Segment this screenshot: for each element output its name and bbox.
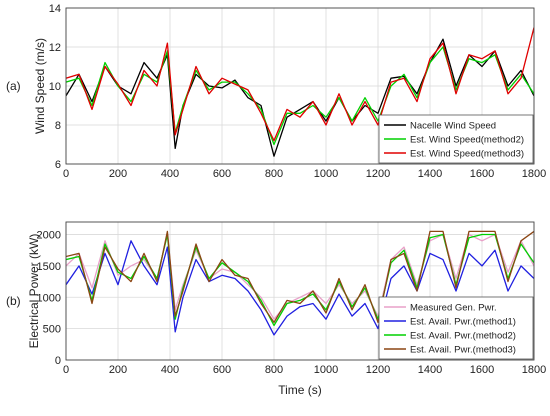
x-tick-label: 600 xyxy=(213,168,231,180)
x-tick-label: 1600 xyxy=(470,364,494,376)
x-tick-label: 1200 xyxy=(366,168,390,180)
y-tick-label: 500 xyxy=(43,324,61,336)
y-axis-label: Electrical Power (kW) xyxy=(27,234,41,349)
series-line-2 xyxy=(66,240,534,336)
legend-entry-label: Est. Avail. Pwr.(method1) xyxy=(410,317,516,328)
x-tick-label: 800 xyxy=(265,168,283,180)
x-tick-label: 1600 xyxy=(470,168,494,180)
legend: Measured Gen. Pwr. Est. Avail. Pwr.(metho… xyxy=(378,296,534,360)
y-axis-label: Wind Speed (m/s) xyxy=(33,38,47,134)
panel-a-label: (a) xyxy=(6,79,21,93)
panel-b-label: (b) xyxy=(6,294,21,308)
x-tick-label: 200 xyxy=(109,364,127,376)
y-tick-label: 8 xyxy=(55,120,61,132)
x-axis-label: Time (s) xyxy=(278,383,322,397)
x-tick-label: 0 xyxy=(63,168,69,180)
x-tick-label: 600 xyxy=(213,364,231,376)
x-tick-label: 1400 xyxy=(418,364,442,376)
series-line-1 xyxy=(66,233,534,320)
series-line-4 xyxy=(66,230,534,324)
x-tick-label: 1200 xyxy=(366,364,390,376)
y-tick-label: 0 xyxy=(55,355,61,367)
axes-frame xyxy=(65,7,535,165)
y-tick-label: 1500 xyxy=(37,261,61,273)
x-tick-label: 800 xyxy=(265,364,283,376)
x-tick-label: 1000 xyxy=(314,364,338,376)
x-tick-label: 0 xyxy=(63,364,69,376)
chart-wind-speed: 0 200 400 600 800 1000 1200 1400 1600 1800 6 8 10 12 1… xyxy=(33,3,546,180)
x-tick-label: 1800 xyxy=(522,168,546,180)
legend-entry-label: Measured Gen. Pwr. xyxy=(410,303,497,314)
x-tick-label: 1000 xyxy=(314,168,338,180)
y-tick-label: 6 xyxy=(55,159,61,171)
x-tick-label: 400 xyxy=(161,364,179,376)
x-tick-label: 1800 xyxy=(522,364,546,376)
y-tick-label: 12 xyxy=(49,42,61,54)
legend-entry-label: Est. Avail. Pwr.(method2) xyxy=(410,331,516,342)
x-tick-label: 400 xyxy=(161,168,179,180)
legend-entry-label: Est. Wind Speed(method2) xyxy=(410,135,524,146)
series-line-3 xyxy=(66,27,534,142)
legend: Nacelle Wind Speed Est. Wind Speed(method… xyxy=(378,114,534,164)
legend-entry-label: Est. Wind Speed(method3) xyxy=(410,149,524,160)
y-tick-label: 2000 xyxy=(37,230,61,242)
legend-entry-label: Est. Avail. Pwr.(method3) xyxy=(410,345,516,356)
x-tick-label: 200 xyxy=(109,168,127,180)
axes-frame xyxy=(65,221,535,361)
y-tick-label: 10 xyxy=(49,81,61,93)
chart-electrical-power: 0 200 400 600 800 1000 1200 1400 1600 1800 0 500 100… xyxy=(27,221,546,397)
y-tick-label: 1000 xyxy=(37,292,61,304)
x-tick-label: 1400 xyxy=(418,168,442,180)
legend-entry-label: Nacelle Wind Speed xyxy=(410,121,496,132)
y-tick-label: 14 xyxy=(49,3,61,15)
